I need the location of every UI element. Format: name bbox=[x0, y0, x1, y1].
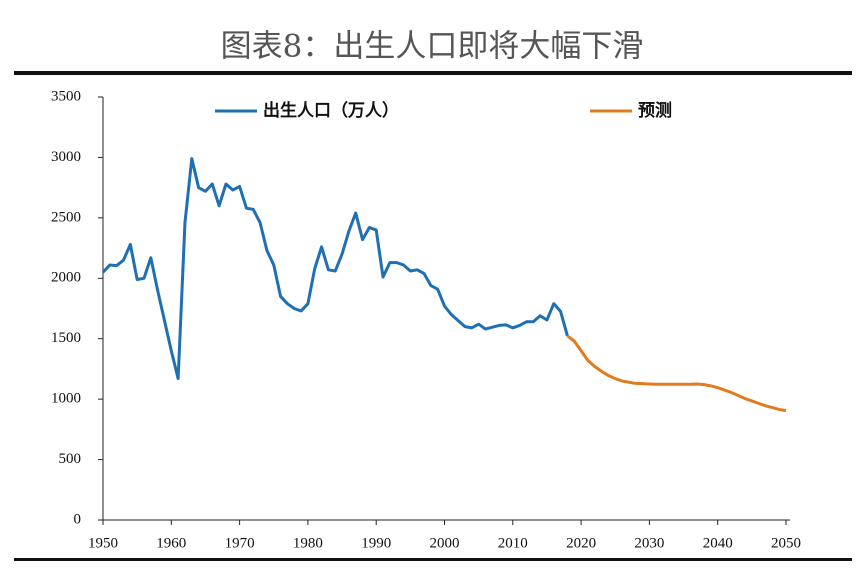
y-tick-label: 0 bbox=[74, 511, 82, 527]
x-tick-label: 2040 bbox=[703, 535, 733, 551]
y-tick-label: 3500 bbox=[51, 88, 81, 104]
y-tick-label: 2000 bbox=[51, 270, 81, 286]
title-rule bbox=[14, 71, 852, 75]
x-tick-label: 2030 bbox=[634, 535, 664, 551]
chart-title: 图表8：出生人口即将大幅下滑 bbox=[221, 29, 644, 65]
legend-label: 出生人口（万人） bbox=[263, 100, 399, 121]
y-tick-label: 3000 bbox=[51, 149, 81, 165]
y-tick-label: 2500 bbox=[51, 209, 81, 225]
series-line bbox=[101, 157, 569, 381]
x-tick-label: 2020 bbox=[566, 535, 596, 551]
x-tick-label: 2050 bbox=[771, 535, 801, 551]
x-tick-label: 2000 bbox=[430, 535, 460, 551]
y-tick-label: 1000 bbox=[51, 391, 81, 407]
x-tick-label: 1990 bbox=[361, 535, 391, 551]
legend-label: 预测 bbox=[638, 100, 672, 121]
y-tick-label: 1500 bbox=[51, 330, 81, 346]
x-tick-label: 1950 bbox=[88, 535, 118, 551]
x-tick-label: 1980 bbox=[293, 535, 323, 551]
x-tick-label: 1970 bbox=[225, 535, 255, 551]
bottom-rule bbox=[14, 558, 852, 561]
y-tick-label: 500 bbox=[59, 451, 82, 467]
x-tick-label: 2010 bbox=[498, 535, 528, 551]
series-line bbox=[566, 334, 787, 413]
x-tick-label: 1960 bbox=[156, 535, 186, 551]
